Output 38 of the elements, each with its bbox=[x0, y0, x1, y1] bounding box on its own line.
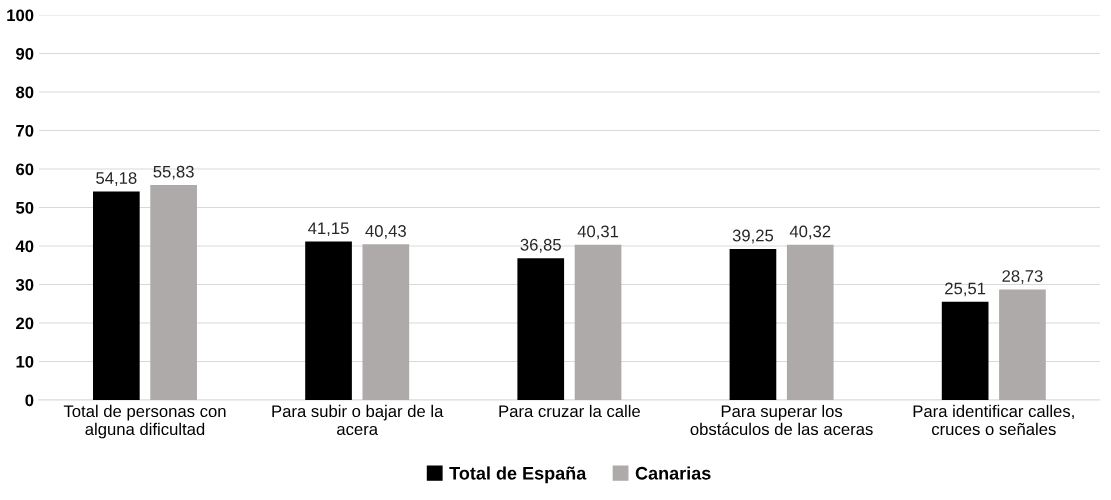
bar bbox=[517, 258, 565, 400]
x-tick-label: Para cruzar la calle bbox=[499, 404, 640, 418]
bar bbox=[729, 248, 777, 400]
y-tick-label: 90 bbox=[16, 47, 34, 60]
data-label: 25,51 bbox=[945, 282, 986, 297]
y-tick-label: 80 bbox=[16, 86, 34, 99]
legend-label: Total de España bbox=[449, 466, 587, 484]
y-tick-label: 20 bbox=[16, 317, 34, 330]
y-tick-label: 10 bbox=[16, 355, 34, 368]
bar bbox=[786, 244, 834, 400]
data-label: 40,32 bbox=[789, 225, 831, 240]
y-tick-label: 100 bbox=[7, 9, 34, 22]
data-label: 41,15 bbox=[308, 222, 349, 237]
data-label: 28,73 bbox=[1002, 270, 1043, 284]
y-tick-label: 30 bbox=[15, 278, 34, 291]
bar bbox=[150, 185, 197, 400]
bar bbox=[574, 244, 622, 400]
bar bbox=[93, 191, 140, 400]
data-label: 39,25 bbox=[732, 229, 774, 244]
data-label: 55,83 bbox=[153, 165, 194, 180]
x-tick-label: Para superar los obstáculos de las aceras bbox=[690, 404, 873, 436]
data-label: 54,18 bbox=[96, 172, 137, 186]
y-tick-label: 0 bbox=[25, 394, 34, 407]
bar bbox=[305, 241, 352, 400]
y-tick-label: 40 bbox=[15, 240, 34, 253]
x-tick-label: Para identificar calles, cruces o señales bbox=[913, 404, 1074, 436]
x-tick-label: Para subir o bajar de la acera bbox=[272, 404, 444, 436]
bar bbox=[999, 289, 1046, 400]
y-tick-label: 50 bbox=[16, 201, 34, 214]
legend-label: Canarias bbox=[635, 466, 711, 480]
bar bbox=[362, 244, 410, 400]
y-tick-label: 60 bbox=[16, 163, 34, 176]
data-label: 40,43 bbox=[365, 225, 406, 239]
y-tick-label: 70 bbox=[16, 124, 34, 137]
data-label: 36,85 bbox=[520, 238, 561, 253]
data-label: 40,31 bbox=[577, 225, 619, 240]
bar bbox=[941, 301, 989, 400]
x-tick-label: Total de personas con alguna dificultad bbox=[63, 404, 226, 439]
